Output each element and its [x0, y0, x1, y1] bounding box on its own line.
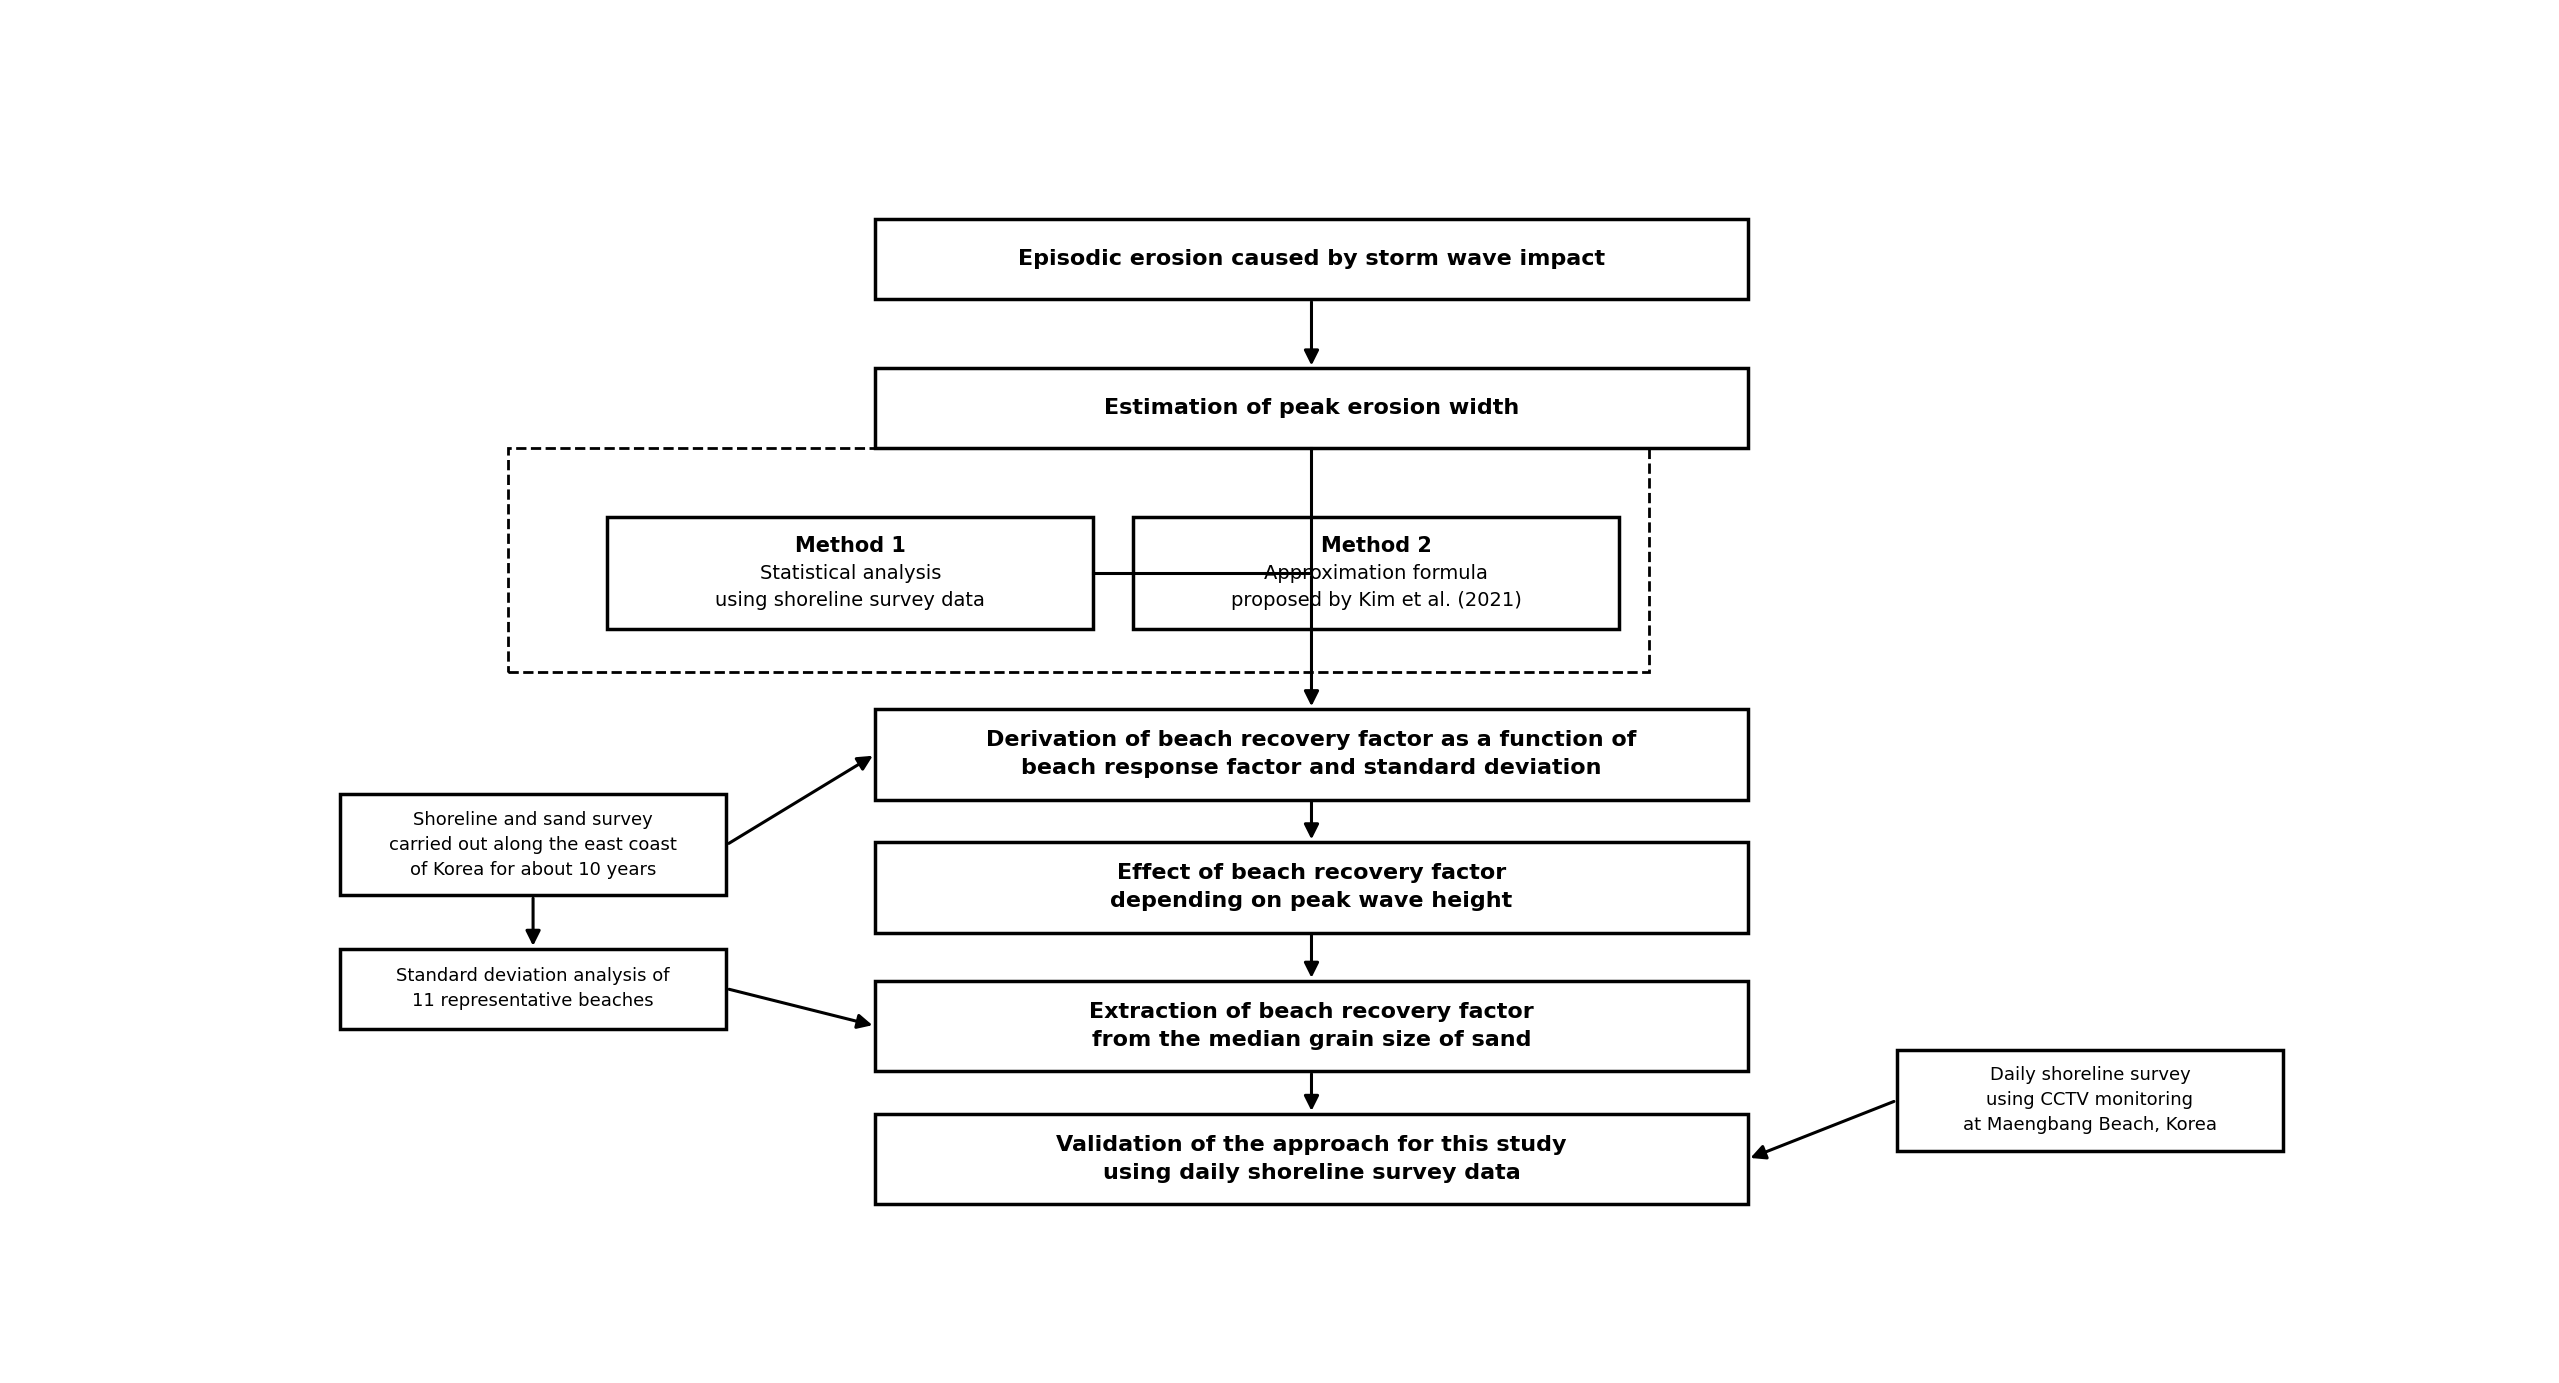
FancyBboxPatch shape [1134, 517, 1620, 629]
FancyBboxPatch shape [1896, 1050, 2283, 1151]
FancyBboxPatch shape [875, 981, 1748, 1070]
FancyBboxPatch shape [340, 794, 727, 895]
Text: Approximation formula: Approximation formula [1264, 564, 1487, 582]
Text: Episodic erosion caused by storm wave impact: Episodic erosion caused by storm wave im… [1018, 249, 1604, 270]
FancyBboxPatch shape [875, 709, 1748, 799]
FancyBboxPatch shape [875, 842, 1748, 932]
Text: Standard deviation analysis of
11 representative beaches: Standard deviation analysis of 11 repres… [397, 967, 670, 1010]
Text: Effect of beach recovery factor
depending on peak wave height: Effect of beach recovery factor dependin… [1111, 863, 1512, 911]
Text: Statistical analysis: Statistical analysis [760, 564, 942, 582]
Text: Daily shoreline survey
using CCTV monitoring
at Maengbang Beach, Korea: Daily shoreline survey using CCTV monito… [1963, 1066, 2216, 1134]
FancyBboxPatch shape [875, 1113, 1748, 1205]
Text: Method 2: Method 2 [1320, 535, 1430, 556]
FancyBboxPatch shape [875, 368, 1748, 448]
Text: Estimation of peak erosion width: Estimation of peak erosion width [1103, 398, 1520, 418]
Text: Validation of the approach for this study
using daily shoreline survey data: Validation of the approach for this stud… [1057, 1135, 1566, 1182]
FancyBboxPatch shape [606, 517, 1093, 629]
Text: Shoreline and sand survey
carried out along the east coast
of Korea for about 10: Shoreline and sand survey carried out al… [389, 810, 678, 878]
Text: Extraction of beach recovery factor
from the median grain size of sand: Extraction of beach recovery factor from… [1090, 1001, 1533, 1050]
Text: Derivation of beach recovery factor as a function of
beach response factor and s: Derivation of beach recovery factor as a… [985, 730, 1638, 779]
FancyBboxPatch shape [875, 220, 1748, 299]
FancyBboxPatch shape [340, 949, 727, 1029]
Text: using shoreline survey data: using shoreline survey data [717, 592, 985, 610]
Text: Method 1: Method 1 [796, 535, 906, 556]
Text: proposed by Kim et al. (2021): proposed by Kim et al. (2021) [1231, 592, 1523, 610]
